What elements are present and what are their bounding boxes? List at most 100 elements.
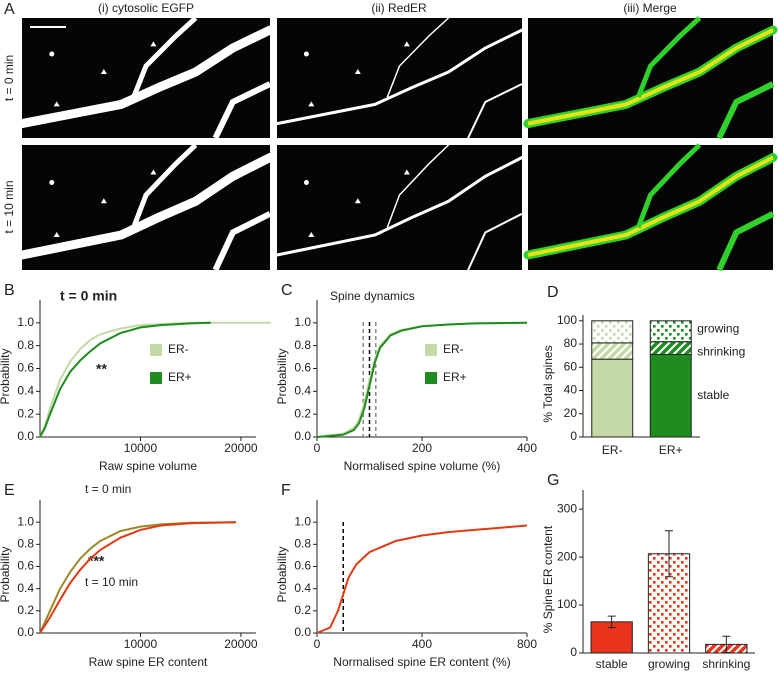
legend-label: stable: [697, 388, 729, 402]
cdf-line: [39, 521, 236, 634]
marker: [403, 169, 410, 175]
dendrite-core: [527, 155, 774, 257]
dendrite-branch: [716, 211, 775, 272]
legend-label: ER+: [168, 370, 192, 384]
panel-letter: A: [4, 1, 15, 18]
bar-segment: [649, 341, 692, 356]
error-bar: [665, 530, 673, 578]
y-tick-label: 20: [564, 406, 578, 420]
error-bar: [722, 635, 731, 654]
dendrite: [275, 28, 524, 126]
cdf-line: [316, 321, 528, 438]
series-label: t = 10 min: [85, 575, 138, 589]
y-axis-label: Probability: [275, 546, 289, 602]
marker: [308, 101, 315, 107]
cdf-line: [316, 321, 528, 438]
x-tick-label: 800: [517, 637, 537, 651]
panel-letter: F: [281, 482, 291, 499]
marker: [303, 51, 309, 57]
dendrite-branch: [716, 81, 775, 140]
y-tick-label: 0.2: [294, 406, 311, 420]
y-axis-label: Probability: [275, 348, 289, 404]
bar-segment: [649, 320, 692, 343]
marker: [354, 69, 361, 74]
y-tick-label: 80: [564, 336, 578, 350]
y-tick-label: 0.8: [17, 338, 34, 352]
marker: [49, 180, 55, 185]
column-title: (iii) Merge: [623, 1, 677, 15]
y-tick-label: 0: [570, 645, 577, 659]
legend-swatch: [425, 372, 437, 384]
series-label: t = 0 min: [85, 482, 131, 496]
y-tick-label: 0.4: [17, 581, 34, 595]
panel-letter: C: [281, 282, 293, 299]
micrograph: [277, 145, 522, 270]
y-tick-label: 0.0: [294, 429, 311, 443]
y-tick-label: 300: [557, 501, 577, 515]
bar-segment: [591, 342, 634, 360]
y-tick-label: 0.4: [17, 384, 34, 398]
panel-letter: G: [547, 472, 559, 489]
panel-letter: D: [547, 284, 559, 301]
x-tick-label: growing: [648, 657, 690, 671]
micrographs: [17, 16, 778, 272]
annotation: t = 0 min: [60, 288, 117, 304]
cdf-line: [39, 321, 272, 438]
dendrite-branch: [635, 143, 702, 229]
x-tick-label: 10000: [124, 637, 158, 651]
y-tick-label: 1.0: [17, 315, 34, 329]
y-tick-label: 0.6: [294, 559, 311, 573]
column-title: (i) cytosolic EGFP: [98, 1, 194, 15]
legend-swatch: [150, 344, 162, 356]
y-tick-label: 0.8: [294, 338, 311, 352]
y-axis-label: % Spine ER content: [541, 525, 555, 633]
marker: [303, 180, 309, 185]
marker: [308, 232, 315, 237]
dendrite: [17, 25, 275, 129]
dendrite-branch: [131, 16, 198, 99]
x-tick-label: shrinking: [702, 657, 750, 671]
y-tick-label: 1.0: [294, 315, 311, 329]
y-tick-label: 0.2: [17, 603, 34, 617]
dendrite-core: [527, 28, 774, 126]
y-tick-label: 1.0: [17, 514, 34, 528]
y-tick-label: 0.0: [294, 625, 311, 639]
legend-label: shrinking: [697, 344, 745, 358]
dendrite: [17, 153, 275, 260]
bar-segment: [591, 358, 634, 438]
x-tick-label: stable: [596, 657, 628, 671]
x-tick-label: 400: [412, 637, 432, 651]
annotation: **: [96, 361, 107, 377]
y-tick-label: 0.6: [17, 361, 34, 375]
y-tick-label: 100: [557, 597, 577, 611]
legend-label: ER-: [168, 342, 189, 356]
marker: [53, 101, 60, 107]
annotation: ***: [88, 553, 105, 569]
y-tick-label: 60: [564, 359, 578, 373]
x-axis-label: Normalised spine ER content (%): [333, 655, 510, 669]
marker: [150, 169, 157, 175]
dendrite-branch: [212, 81, 272, 140]
cdf-line: [39, 321, 211, 438]
cdf-line: [39, 521, 236, 634]
cdf-line: [316, 524, 528, 634]
legend-label: ER+: [443, 370, 467, 384]
dendrite-branch: [467, 83, 523, 139]
y-tick-label: 0.0: [17, 429, 34, 443]
row-title: t = 10 min: [2, 180, 16, 233]
chart-title: Spine dynamics: [330, 289, 415, 303]
y-tick-label: 0.6: [17, 559, 34, 573]
dendrite-branch: [386, 144, 450, 228]
dendrite: [275, 156, 524, 257]
x-tick-label: 20000: [224, 637, 258, 651]
panel-letter: E: [4, 482, 15, 499]
error-bar: [607, 615, 616, 629]
micrograph: [277, 18, 522, 138]
marker: [49, 51, 55, 57]
x-tick-label: 20000: [224, 441, 258, 455]
y-tick-label: 0.0: [17, 625, 34, 639]
dendrite-branch: [467, 212, 523, 271]
dendrite-branch: [131, 143, 198, 229]
x-tick-label: 10000: [124, 441, 158, 455]
